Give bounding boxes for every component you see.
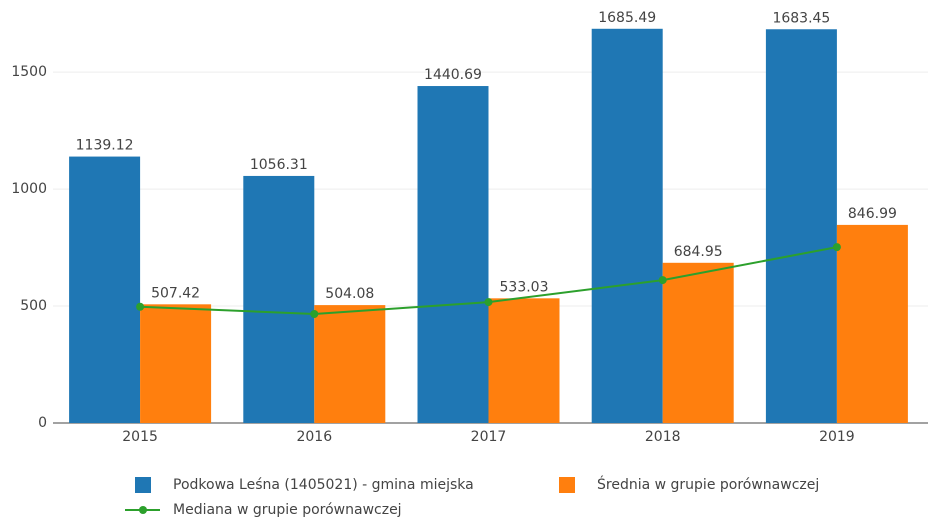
bar (836, 224, 908, 423)
bar (417, 86, 489, 423)
legend-swatch (135, 477, 151, 493)
data-label: 533.03 (500, 279, 549, 295)
data-label: 1683.45 (772, 10, 830, 26)
line-point (484, 298, 493, 307)
x-tick-label: 2018 (645, 429, 681, 445)
data-label: 1685.49 (598, 10, 656, 26)
x-tick-label: 2015 (122, 429, 158, 445)
data-label: 1440.69 (424, 67, 482, 83)
x-tick-label: 2017 (471, 429, 507, 445)
data-label: 846.99 (848, 206, 897, 222)
y-tick-label: 1000 (11, 181, 47, 197)
bar (591, 28, 663, 423)
data-label: 1139.12 (76, 138, 134, 154)
bar (765, 29, 837, 423)
legend-label: Mediana w grupie porównawczej (173, 502, 402, 518)
legend-label: Podkowa Leśna (1405021) - gmina miejska (173, 477, 474, 493)
data-label: 507.42 (151, 285, 200, 301)
line-point (136, 302, 145, 311)
y-tick-label: 500 (20, 298, 47, 314)
bar (69, 156, 141, 423)
x-tick-label: 2019 (819, 429, 855, 445)
x-tick-label: 2016 (296, 429, 332, 445)
line-point (832, 243, 841, 252)
legend-swatch (559, 477, 575, 493)
line-point (310, 310, 319, 319)
data-label: 504.08 (325, 286, 374, 302)
line-point (658, 276, 667, 285)
bar (488, 298, 560, 423)
legend-label: Średnia w grupie porównawczej (597, 475, 819, 493)
y-tick-label: 1500 (11, 64, 47, 80)
legend-point (139, 506, 147, 514)
bar (140, 304, 212, 423)
data-label: 1056.31 (250, 157, 308, 173)
data-label: 684.95 (674, 244, 723, 260)
y-tick-label: 0 (38, 415, 47, 431)
bar (243, 175, 315, 423)
bar (662, 262, 734, 423)
bar (314, 305, 386, 423)
